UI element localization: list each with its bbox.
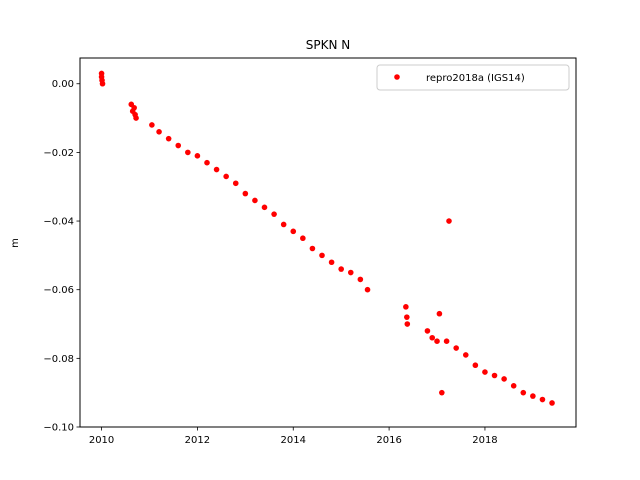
data-point [300, 235, 306, 242]
data-point [271, 211, 277, 217]
data-point [194, 153, 201, 159]
data-point [404, 321, 411, 327]
data-point [520, 389, 527, 396]
data-point [446, 218, 452, 224]
data-point [99, 80, 106, 87]
y-tick-label: −0.02 [43, 148, 74, 159]
x-axis: 2010 2012 2014 2016 2018 [89, 427, 498, 446]
data-point [165, 135, 172, 142]
y-tick-label: 0.00 [52, 79, 74, 90]
data-point [252, 197, 258, 204]
data-point [462, 352, 469, 358]
data-point [429, 334, 436, 341]
data-points [98, 70, 555, 406]
data-point [439, 389, 445, 396]
data-point [185, 149, 191, 156]
x-tick-label: 2010 [89, 435, 114, 446]
data-point [364, 286, 371, 293]
legend-marker [394, 74, 400, 80]
data-point [491, 372, 498, 379]
chart-title: SPKN N [306, 38, 351, 52]
data-point [131, 104, 137, 111]
data-point [175, 142, 182, 149]
data-point [309, 245, 316, 252]
data-point [539, 396, 546, 403]
x-tick-label: 2018 [472, 435, 497, 446]
data-point [319, 252, 325, 259]
y-axis-label: m [10, 238, 21, 248]
data-point [482, 369, 488, 375]
data-point [443, 338, 450, 344]
data-point [501, 376, 507, 382]
legend-label: repro2018a (IGS14) [426, 73, 525, 84]
data-point [357, 276, 364, 283]
data-point [549, 400, 555, 406]
data-point [290, 228, 297, 235]
data-point [404, 314, 410, 320]
data-point [133, 115, 139, 121]
data-point [232, 180, 239, 187]
x-tick-label: 2014 [281, 435, 306, 446]
data-point [510, 383, 517, 389]
plot-frame [79, 57, 577, 428]
data-point [338, 266, 344, 272]
y-tick-label: −0.08 [43, 354, 74, 365]
data-point [223, 173, 229, 180]
x-tick-label: 2016 [376, 435, 401, 446]
data-point [242, 190, 249, 197]
data-point [213, 166, 220, 173]
data-point [530, 393, 536, 399]
y-tick-label: −0.10 [43, 423, 74, 434]
y-tick-label: −0.04 [43, 217, 74, 228]
data-point [261, 204, 268, 211]
legend: repro2018a (IGS14) [376, 64, 570, 91]
data-point [328, 259, 335, 266]
data-point [434, 338, 440, 344]
y-tick-label: −0.06 [43, 285, 74, 296]
data-point [472, 362, 479, 369]
data-point [453, 345, 459, 351]
y-axis: 0.00 −0.02 −0.04 −0.06 −0.08 −0.10 [43, 79, 80, 434]
data-point [436, 310, 443, 317]
legend-box [376, 64, 570, 91]
data-point [156, 129, 162, 135]
data-point [403, 304, 409, 310]
data-point [280, 221, 287, 228]
data-point [347, 269, 354, 276]
data-point [424, 328, 431, 334]
data-point [204, 159, 210, 166]
x-tick-label: 2012 [185, 435, 210, 446]
data-point [149, 122, 155, 128]
